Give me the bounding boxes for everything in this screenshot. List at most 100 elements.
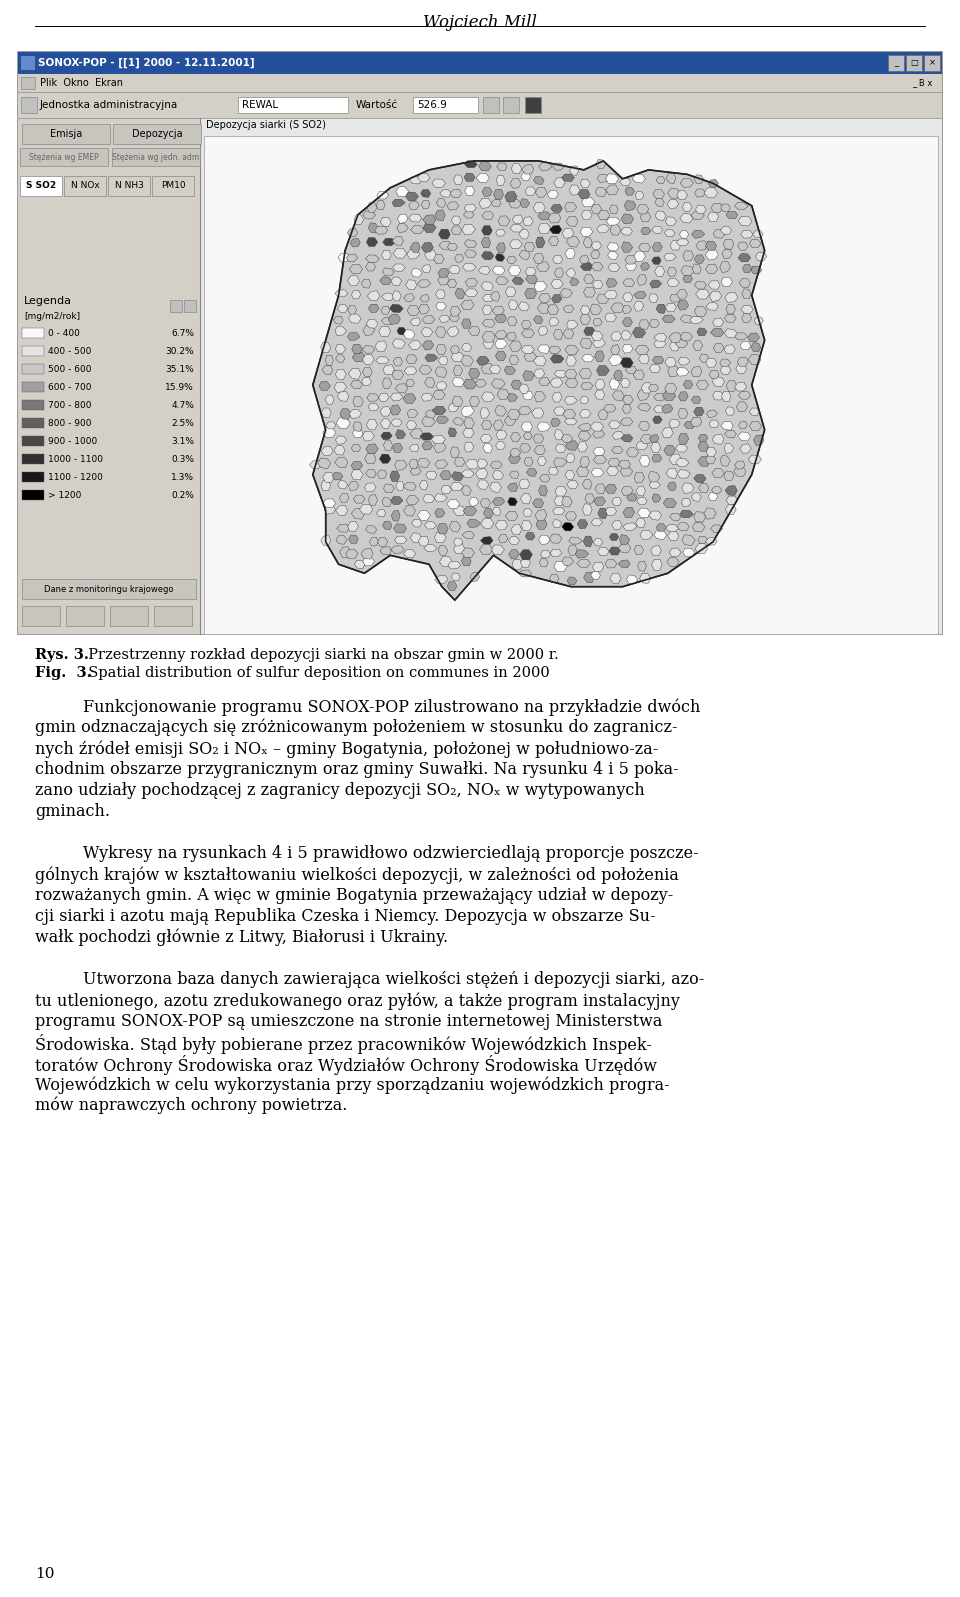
- Polygon shape: [652, 227, 662, 233]
- Polygon shape: [366, 444, 378, 454]
- Polygon shape: [664, 383, 677, 393]
- Polygon shape: [623, 292, 633, 302]
- Polygon shape: [580, 409, 591, 418]
- Polygon shape: [670, 342, 680, 351]
- Polygon shape: [351, 470, 363, 479]
- Polygon shape: [654, 530, 666, 540]
- Polygon shape: [620, 418, 633, 426]
- Polygon shape: [469, 396, 479, 407]
- Polygon shape: [581, 382, 593, 390]
- Polygon shape: [738, 216, 752, 227]
- Text: Wojciech Mill: Wojciech Mill: [423, 14, 537, 30]
- Polygon shape: [568, 537, 582, 545]
- Polygon shape: [495, 276, 508, 284]
- Polygon shape: [406, 495, 420, 505]
- Polygon shape: [597, 174, 610, 182]
- Polygon shape: [576, 466, 589, 478]
- Polygon shape: [434, 493, 447, 501]
- Polygon shape: [351, 291, 361, 299]
- Polygon shape: [553, 329, 563, 340]
- Text: 1000 - 1100: 1000 - 1100: [48, 455, 103, 463]
- Text: Dane z monitoringu krajowego: Dane z monitoringu krajowego: [44, 585, 174, 594]
- Polygon shape: [666, 172, 676, 184]
- Bar: [525, 97, 541, 113]
- Text: ×: ×: [928, 59, 935, 67]
- Text: Środowiska. Stąd były pobierane przez pracowników Wojewódzkich Inspek-: Środowiska. Stąd były pobierane przez pr…: [35, 1033, 652, 1054]
- Polygon shape: [595, 484, 605, 493]
- Polygon shape: [680, 230, 688, 238]
- Polygon shape: [678, 470, 690, 478]
- Polygon shape: [449, 313, 460, 323]
- Polygon shape: [540, 551, 550, 557]
- Polygon shape: [508, 265, 521, 276]
- Polygon shape: [533, 203, 545, 212]
- Polygon shape: [562, 522, 574, 530]
- Polygon shape: [410, 243, 420, 252]
- Polygon shape: [612, 447, 623, 454]
- Polygon shape: [507, 256, 516, 264]
- Polygon shape: [581, 305, 590, 315]
- Text: _ B x: _ B x: [912, 78, 932, 88]
- Polygon shape: [665, 303, 677, 311]
- Polygon shape: [548, 236, 559, 246]
- Polygon shape: [537, 262, 549, 271]
- Polygon shape: [494, 331, 507, 339]
- Text: 0.3%: 0.3%: [171, 455, 194, 463]
- Polygon shape: [606, 508, 616, 516]
- Polygon shape: [634, 291, 646, 299]
- Polygon shape: [454, 457, 465, 466]
- Text: tu utlenionego, azotu zredukowanego oraz pyłów, a także program instalacyjny: tu utlenionego, azotu zredukowanego oraz…: [35, 992, 680, 1009]
- Polygon shape: [482, 319, 495, 327]
- Polygon shape: [549, 318, 559, 326]
- Polygon shape: [613, 371, 623, 380]
- Polygon shape: [468, 369, 480, 378]
- Polygon shape: [738, 254, 751, 262]
- Polygon shape: [508, 409, 520, 420]
- Polygon shape: [393, 264, 405, 271]
- Polygon shape: [451, 573, 460, 581]
- Polygon shape: [539, 224, 551, 233]
- Polygon shape: [350, 238, 360, 248]
- Polygon shape: [691, 211, 705, 220]
- Polygon shape: [465, 240, 476, 248]
- Polygon shape: [420, 190, 431, 198]
- Polygon shape: [625, 366, 636, 374]
- Text: N NOx: N NOx: [71, 182, 100, 190]
- Polygon shape: [627, 575, 637, 585]
- Polygon shape: [335, 289, 348, 297]
- Polygon shape: [654, 334, 667, 342]
- Polygon shape: [706, 537, 717, 545]
- Polygon shape: [554, 430, 564, 439]
- Polygon shape: [750, 407, 759, 415]
- Bar: [22, 399, 44, 410]
- Polygon shape: [495, 442, 506, 450]
- Polygon shape: [393, 339, 405, 348]
- Polygon shape: [533, 434, 544, 442]
- Polygon shape: [637, 508, 650, 517]
- Polygon shape: [707, 447, 716, 457]
- Polygon shape: [361, 279, 371, 287]
- Polygon shape: [604, 404, 616, 412]
- Polygon shape: [452, 396, 463, 407]
- Polygon shape: [509, 471, 519, 479]
- Polygon shape: [393, 358, 402, 366]
- Polygon shape: [675, 340, 688, 348]
- Polygon shape: [692, 264, 701, 275]
- Polygon shape: [450, 307, 461, 316]
- Polygon shape: [433, 391, 445, 399]
- Bar: [66, 605, 104, 626]
- Polygon shape: [391, 418, 402, 426]
- Polygon shape: [482, 187, 492, 196]
- Bar: [22, 327, 44, 339]
- Polygon shape: [697, 327, 707, 335]
- Polygon shape: [564, 203, 577, 212]
- Polygon shape: [534, 281, 547, 291]
- Polygon shape: [649, 511, 661, 521]
- Polygon shape: [349, 409, 362, 418]
- Polygon shape: [369, 404, 379, 410]
- Polygon shape: [566, 356, 576, 366]
- Polygon shape: [334, 382, 347, 393]
- Polygon shape: [720, 227, 732, 235]
- Polygon shape: [440, 471, 451, 479]
- Polygon shape: [523, 433, 533, 439]
